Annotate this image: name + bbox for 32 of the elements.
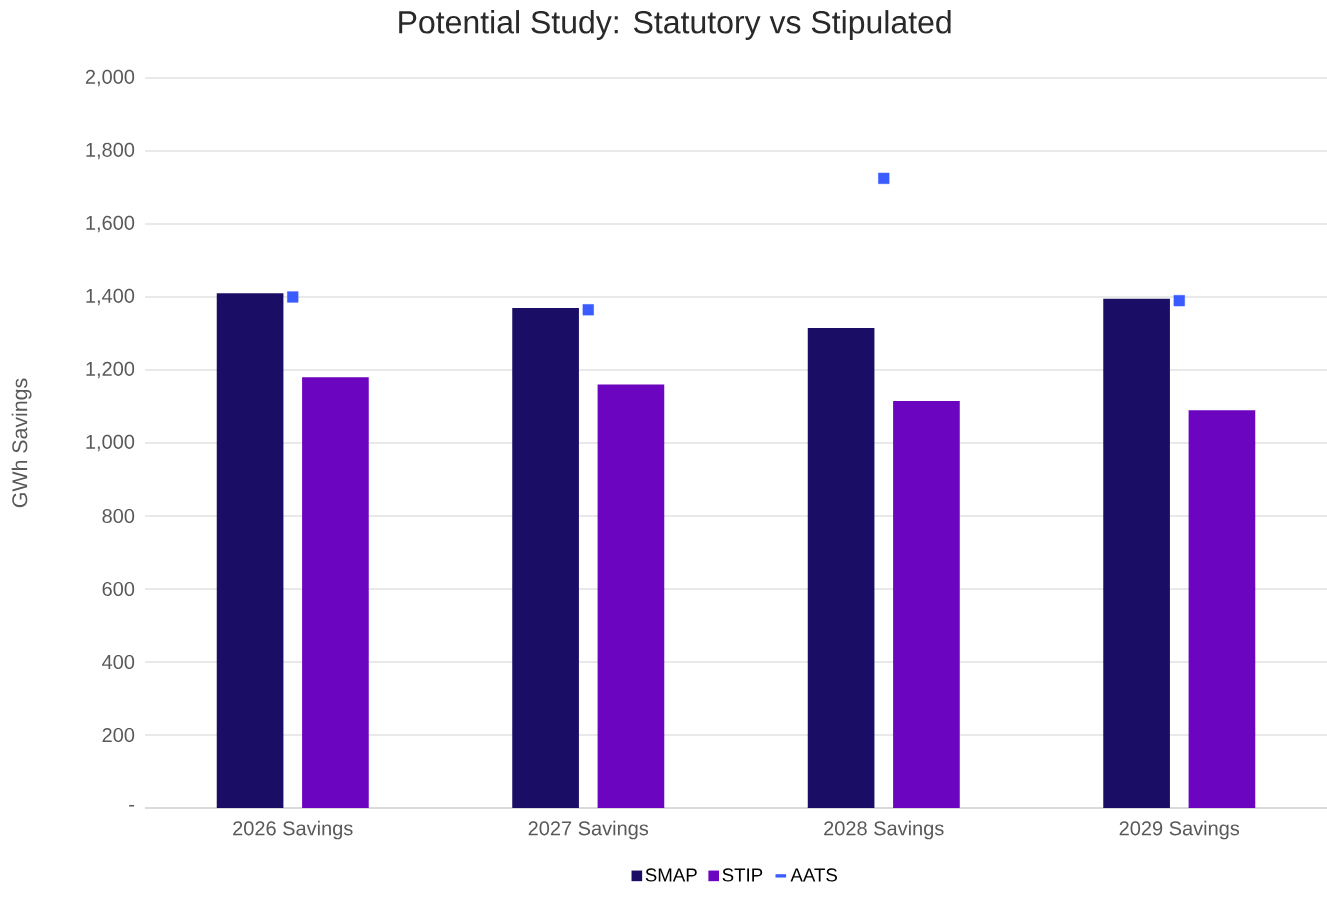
bar xyxy=(597,384,665,808)
y-tick-label: 400 xyxy=(102,654,135,670)
bar xyxy=(807,328,875,808)
point xyxy=(287,291,299,303)
y-tick-label: 800 xyxy=(102,508,135,524)
y-tick-label: 1,000 xyxy=(86,434,135,452)
y-tick-label: 1,400 xyxy=(86,288,135,306)
x-tick-label: 2028 Savings xyxy=(824,820,944,840)
y-tick-label: 200 xyxy=(102,727,135,743)
y-tick-label: 600 xyxy=(102,581,135,597)
bar xyxy=(302,377,369,808)
point xyxy=(582,304,594,316)
x-tick-label: 2029 Savings xyxy=(1119,820,1240,840)
x-tick-label: 2026 Savings xyxy=(233,820,353,840)
bar xyxy=(893,401,960,808)
bar xyxy=(1103,298,1170,808)
y-tick-label: - xyxy=(129,804,135,807)
y-tick-label: 1,600 xyxy=(86,215,135,233)
legend-label: STIP xyxy=(722,868,763,882)
y-tick-label: 2,000 xyxy=(85,69,135,87)
y-tick-label: 1,800 xyxy=(86,142,135,160)
point xyxy=(1173,295,1185,307)
legend-label: SMAP xyxy=(645,868,697,882)
y-tick-label: 1,200 xyxy=(86,361,135,379)
point xyxy=(878,172,890,184)
x-tick-label: 2027 Savings xyxy=(528,820,649,840)
bar xyxy=(512,307,579,808)
chart-title: Potential Study: Statutory vs Stipulated xyxy=(399,10,951,40)
bar xyxy=(1188,410,1256,808)
legend-label: AATS xyxy=(790,868,837,882)
bar xyxy=(216,293,284,808)
y-axis-title: GWh Savings xyxy=(11,378,32,508)
